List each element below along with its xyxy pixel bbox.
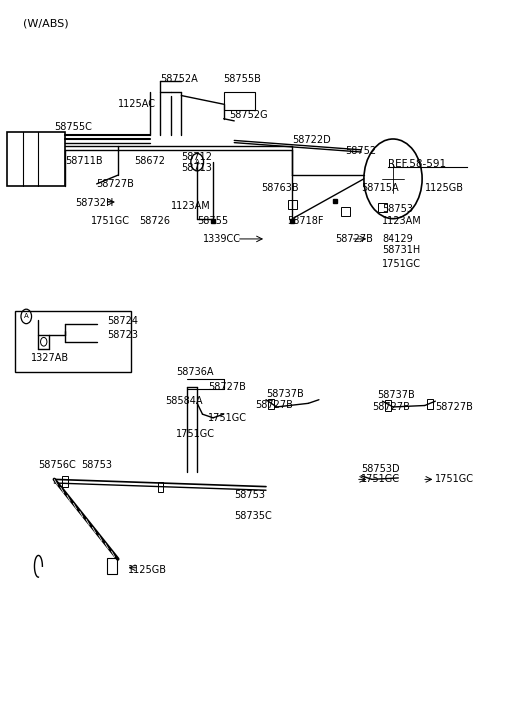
Text: 58724: 58724: [107, 316, 138, 326]
Text: 1125AC: 1125AC: [118, 99, 156, 109]
Text: 58727B: 58727B: [435, 402, 473, 412]
Bar: [378, 204, 387, 212]
Text: A: A: [24, 313, 29, 319]
Text: 58672: 58672: [134, 156, 165, 166]
Text: 1123AM: 1123AM: [383, 216, 422, 226]
Text: 58763B: 58763B: [261, 183, 298, 193]
Bar: [62, 476, 68, 486]
Text: 58715A: 58715A: [361, 183, 399, 193]
Bar: [157, 481, 163, 491]
Text: 1339CC: 1339CC: [203, 234, 240, 244]
Text: 1751GC: 1751GC: [361, 475, 400, 484]
Text: 58584A: 58584A: [165, 396, 203, 406]
Text: 58752G: 58752G: [229, 110, 268, 120]
Text: 58713: 58713: [181, 163, 212, 173]
Text: 58723: 58723: [107, 329, 138, 340]
Text: 58736A: 58736A: [176, 367, 213, 377]
Text: 58752A: 58752A: [160, 74, 198, 84]
Bar: [7, 132, 65, 186]
Text: 1751GC: 1751GC: [92, 216, 130, 226]
Text: 58727B: 58727B: [97, 179, 135, 189]
Text: 84129: 84129: [383, 234, 413, 244]
Text: 58753: 58753: [383, 204, 413, 214]
Bar: [107, 558, 117, 574]
Text: 1751GC: 1751GC: [435, 475, 475, 484]
Bar: [268, 399, 275, 409]
Text: 58732H: 58732H: [76, 198, 114, 208]
Bar: [427, 399, 433, 409]
Text: 58711B: 58711B: [65, 156, 103, 166]
Text: 1125GB: 1125GB: [425, 183, 464, 193]
Text: 1751GC: 1751GC: [383, 259, 421, 268]
Text: 58727B: 58727B: [208, 382, 246, 392]
Text: 58737B: 58737B: [377, 390, 415, 400]
Text: 1751GC: 1751GC: [176, 430, 215, 440]
Text: 58755: 58755: [197, 216, 228, 226]
Text: A: A: [195, 159, 200, 165]
Text: 58755B: 58755B: [223, 74, 262, 84]
Text: 58753: 58753: [234, 490, 265, 500]
Bar: [341, 207, 350, 216]
Text: 58726: 58726: [139, 216, 170, 226]
Text: 1751GC: 1751GC: [208, 413, 247, 423]
Text: 1123AM: 1123AM: [171, 201, 211, 211]
Text: 58712: 58712: [181, 152, 212, 162]
Bar: [385, 401, 391, 411]
Text: 58752: 58752: [345, 146, 377, 156]
Text: REF.58-591: REF.58-591: [388, 159, 446, 169]
Text: 58753: 58753: [81, 460, 112, 470]
Text: 1327AB: 1327AB: [30, 353, 69, 363]
Text: 58737B: 58737B: [266, 389, 304, 399]
Text: 58727B: 58727B: [255, 400, 293, 410]
Bar: [288, 200, 297, 209]
Text: 58731H: 58731H: [383, 245, 421, 254]
Text: (W/ABS): (W/ABS): [22, 18, 68, 28]
Text: 58718F: 58718F: [287, 216, 323, 226]
Text: 58727B: 58727B: [372, 402, 410, 412]
Text: 58755C: 58755C: [54, 121, 92, 132]
Text: 58753D: 58753D: [361, 464, 400, 473]
Text: 58756C: 58756C: [38, 460, 76, 470]
Bar: [14, 310, 131, 372]
Text: 1125GB: 1125GB: [128, 565, 168, 575]
Text: 58735C: 58735C: [234, 510, 272, 521]
Text: 58727B: 58727B: [335, 234, 373, 244]
Bar: [223, 92, 255, 110]
Text: 58722D: 58722D: [293, 135, 331, 145]
